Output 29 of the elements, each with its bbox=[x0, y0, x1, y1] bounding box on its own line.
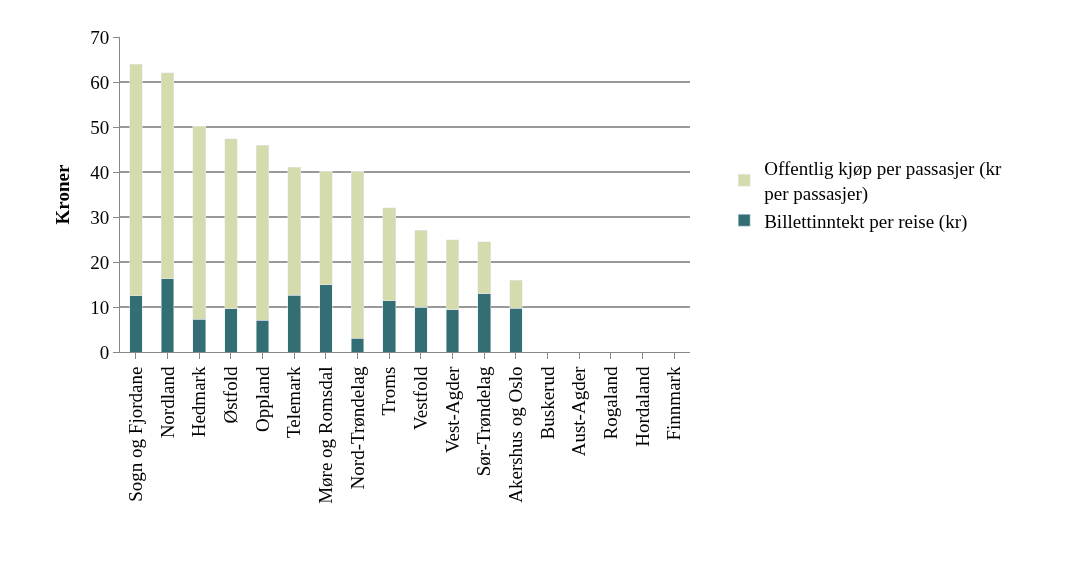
x-tick-label: Hordaland bbox=[631, 366, 653, 447]
x-tick-label: Hedmark bbox=[188, 366, 210, 438]
x-tick-label: Møre og Romsdal bbox=[315, 366, 336, 504]
x-tick-label: Vest-Agder bbox=[441, 365, 463, 454]
x-tick-label: Sogn og Fjordane bbox=[125, 366, 147, 502]
x-tick-label: Finnmark bbox=[663, 366, 685, 441]
legend-label: Offentlig kjøp per passasjer (kr per passasjer) bbox=[764, 158, 1002, 205]
y-tick-label: 30 bbox=[90, 206, 110, 228]
x-tick-label: Rogaland bbox=[600, 366, 622, 440]
x-tick-label: Vestfold bbox=[410, 366, 431, 430]
y-tick-label: 40 bbox=[90, 161, 110, 183]
y-tick-label: 0 bbox=[99, 341, 110, 363]
x-tick-label: Aust-Agder bbox=[568, 365, 590, 457]
y-axis-title: Kroner bbox=[52, 164, 74, 225]
x-tick-label: Buskerud bbox=[536, 366, 558, 440]
x-tick-label: Troms bbox=[378, 366, 400, 416]
x-tick-label: Nordland bbox=[156, 366, 178, 439]
y-tick-label: 50 bbox=[90, 116, 110, 138]
x-tick-label: Telemark bbox=[283, 366, 305, 439]
y-tick-label: 10 bbox=[90, 296, 110, 318]
y-tick-label: 70 bbox=[90, 26, 110, 48]
x-tick-label: Oppland bbox=[251, 366, 273, 433]
y-tick-label: 20 bbox=[90, 251, 110, 273]
legend-label: Billettinntekt per reise (kr) bbox=[764, 210, 968, 233]
x-tick-label: Akershus og Oslo bbox=[505, 366, 527, 503]
x-tick-label: Sør-Trøndelag bbox=[473, 366, 495, 477]
x-tick-label: Østfold bbox=[220, 366, 242, 424]
x-tick-label: Nord-Trøndelag bbox=[346, 366, 368, 490]
y-tick-label: 60 bbox=[90, 71, 110, 93]
